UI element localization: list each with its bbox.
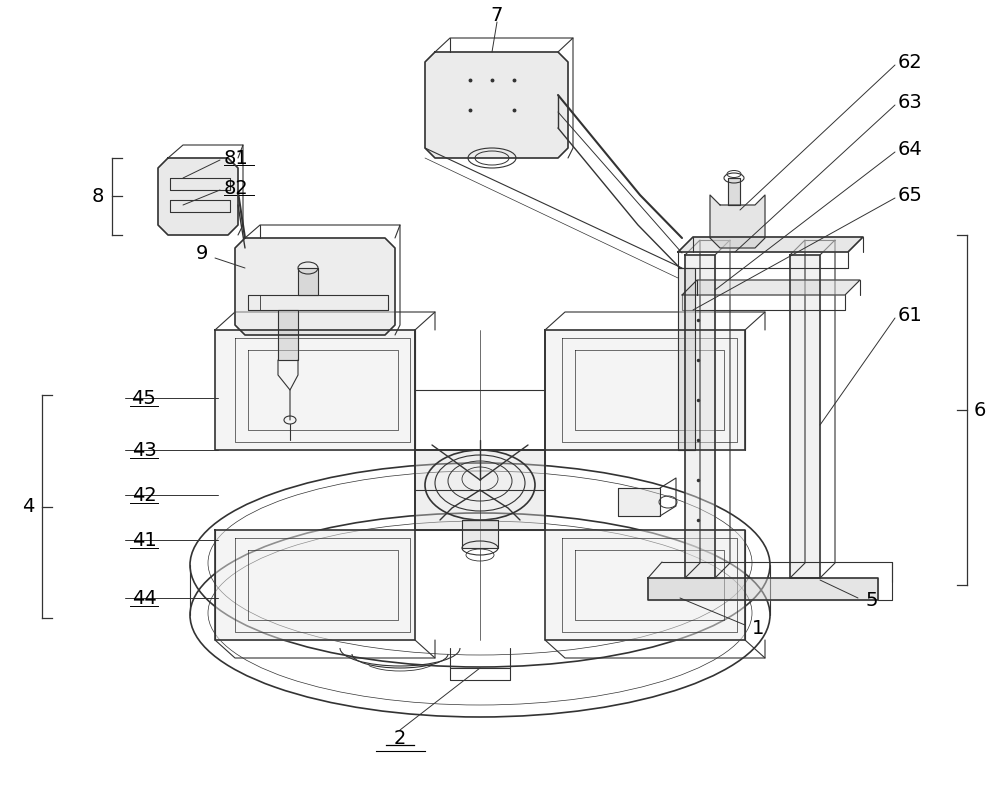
Polygon shape — [298, 268, 318, 295]
Polygon shape — [618, 488, 660, 516]
Text: 62: 62 — [898, 53, 922, 72]
Text: 65: 65 — [898, 185, 922, 204]
Polygon shape — [545, 530, 745, 640]
Text: 82: 82 — [224, 178, 248, 197]
Polygon shape — [685, 255, 715, 578]
Text: 64: 64 — [898, 140, 922, 159]
Text: 44: 44 — [132, 589, 156, 608]
Polygon shape — [158, 158, 238, 235]
Text: 9: 9 — [196, 244, 208, 263]
Polygon shape — [462, 520, 498, 548]
Text: 45: 45 — [132, 388, 156, 407]
Text: 43: 43 — [132, 440, 156, 459]
Polygon shape — [425, 52, 568, 158]
Text: 8: 8 — [92, 186, 104, 205]
Text: 7: 7 — [491, 6, 503, 24]
Polygon shape — [215, 330, 415, 450]
Text: 2: 2 — [394, 728, 406, 747]
Text: 4: 4 — [22, 498, 34, 517]
Polygon shape — [682, 280, 860, 295]
Polygon shape — [545, 330, 745, 450]
Polygon shape — [415, 450, 545, 530]
Polygon shape — [790, 255, 820, 578]
Text: 6: 6 — [974, 401, 986, 420]
Text: 81: 81 — [224, 148, 248, 167]
Text: 41: 41 — [132, 530, 156, 549]
Polygon shape — [648, 578, 878, 600]
Polygon shape — [215, 530, 415, 640]
Text: 63: 63 — [898, 92, 922, 111]
Text: 42: 42 — [132, 485, 156, 504]
Text: 5: 5 — [866, 592, 878, 611]
Polygon shape — [710, 195, 765, 248]
Polygon shape — [235, 238, 395, 335]
Polygon shape — [278, 310, 298, 360]
Text: 61: 61 — [898, 305, 922, 324]
Polygon shape — [678, 237, 863, 252]
Polygon shape — [728, 178, 740, 205]
Text: 1: 1 — [752, 619, 764, 638]
Polygon shape — [678, 268, 695, 450]
